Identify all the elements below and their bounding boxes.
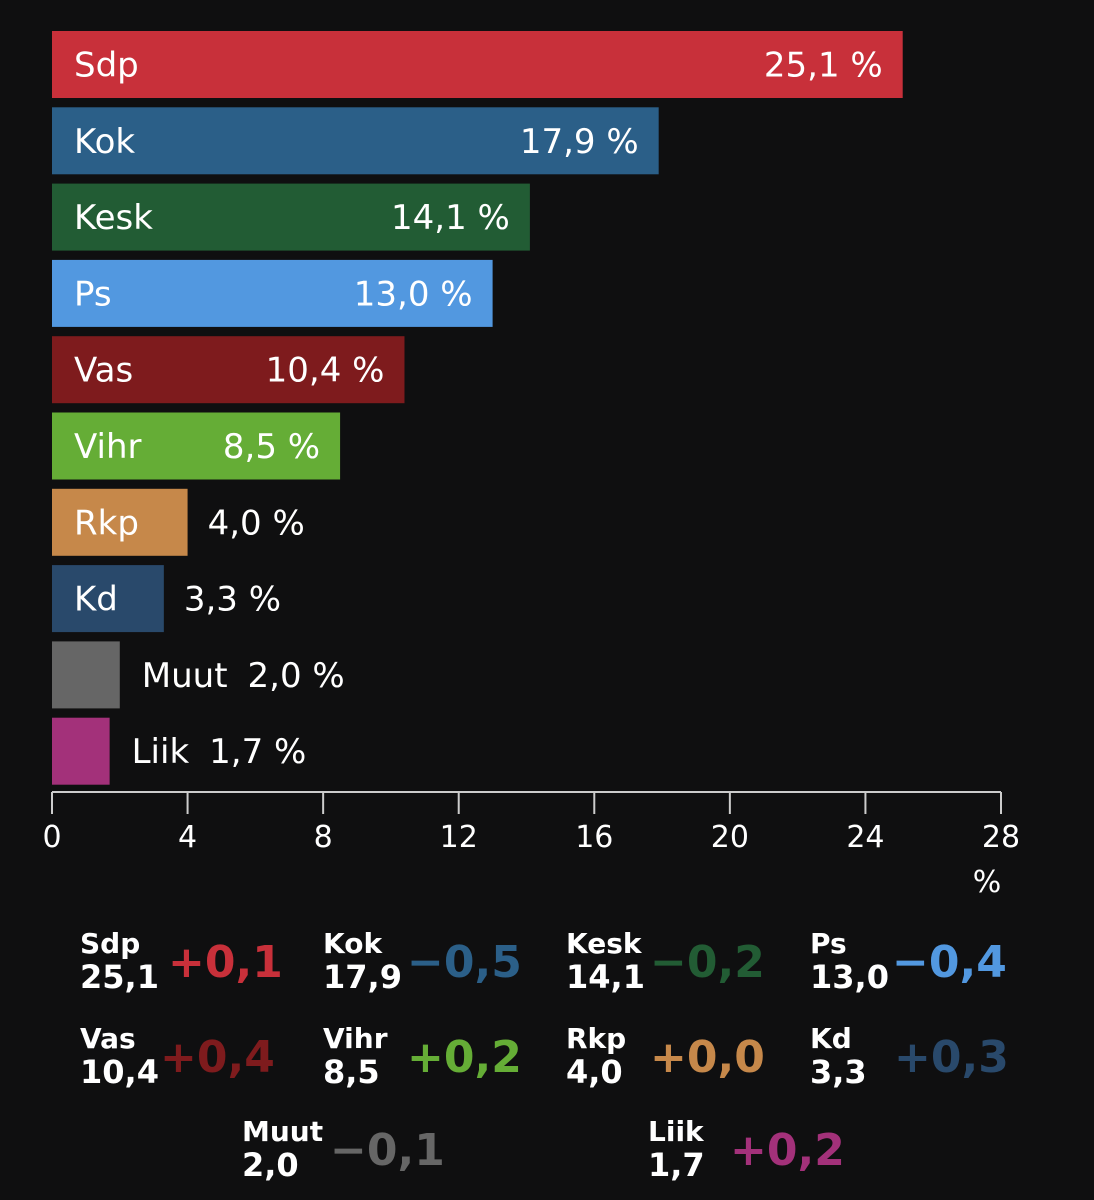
- legend-party-change: +0,4: [160, 1032, 275, 1083]
- x-tick-label: 8: [314, 820, 333, 855]
- legend-item-sdp: Sdp 25,1 +0,1: [80, 927, 283, 996]
- bar-value-label: 10,4 %: [266, 351, 385, 391]
- bar-name-label: Liik: [132, 732, 190, 772]
- legend-party-value: 14,1: [566, 958, 645, 996]
- legend-party-change: +0,0: [650, 1032, 765, 1083]
- legend-party-name: Kesk: [566, 927, 642, 960]
- legend-party-value: 8,5: [323, 1053, 380, 1091]
- bar-value-label: 4,0 %: [208, 503, 305, 543]
- x-tick-label: 0: [42, 820, 61, 855]
- bar-sdp: [52, 31, 903, 98]
- legend-party-value: 4,0: [566, 1053, 623, 1091]
- bar-name-label: Vas: [74, 351, 133, 391]
- bar-name-label: Vihr: [74, 427, 142, 467]
- legend-party-name: Sdp: [80, 927, 141, 960]
- legend-party-value: 25,1: [80, 958, 159, 996]
- x-axis-unit: %: [973, 865, 1002, 900]
- bar-value-label: 14,1 %: [391, 198, 510, 238]
- bar-value-label: 25,1 %: [764, 46, 883, 86]
- x-axis: 0 4 8 12 16 20 24 28%: [42, 791, 1020, 900]
- bar-value-label: 1,7 %: [209, 732, 306, 772]
- bar-name-label: Kd: [74, 580, 118, 620]
- bar-name-label: Kok: [74, 122, 135, 162]
- legend-party-value: 10,4: [80, 1053, 159, 1091]
- bar-value-label: 17,9 %: [520, 122, 639, 162]
- legend-party-name: Vihr: [323, 1022, 388, 1055]
- bar-liik: [52, 717, 110, 785]
- bar-ps: [52, 259, 493, 327]
- legend-party-value: 13,0: [810, 958, 889, 996]
- bar-name-label: Rkp: [74, 503, 139, 543]
- legend-party-value: 3,3: [810, 1053, 867, 1091]
- bar-name-label: Ps: [74, 274, 112, 314]
- legend-party-name: Rkp: [566, 1022, 627, 1055]
- legend-item-muut: Muut 2,0 −0,1: [242, 1115, 445, 1184]
- legend-party-name: Kok: [323, 927, 383, 960]
- legend-party-change: −0,5: [407, 937, 522, 988]
- bar-name-label: Sdp: [74, 46, 139, 86]
- bar-kesk: [52, 183, 530, 251]
- legend-party-change: −0,2: [650, 937, 765, 988]
- legend-party-change: +0,2: [730, 1125, 845, 1176]
- legend-item-liik: Liik 1,7 +0,2: [648, 1115, 845, 1184]
- bar-name-label: Muut: [142, 656, 228, 696]
- legend-party-change: +0,1: [168, 937, 283, 988]
- bar-name-label: Kesk: [74, 198, 153, 238]
- bar-value-label: 13,0 %: [354, 274, 473, 314]
- legend-party-change: −0,4: [892, 937, 1007, 988]
- legend-item-vas: Vas 10,4 +0,4: [80, 1022, 275, 1091]
- x-tick-label: 24: [846, 820, 884, 855]
- legend-party-name: Muut: [242, 1115, 324, 1148]
- x-tick-label: 28: [982, 820, 1020, 855]
- bar-value-label: 8,5 %: [223, 427, 320, 467]
- bar-kd: [52, 565, 164, 633]
- legend-party-change: +0,2: [407, 1032, 522, 1083]
- bar-muut: [52, 641, 120, 709]
- bar-chart: Sdp 25,1 % Kok 17,9 % Kesk 14,1 % Ps 13,0 % Vas 1…: [42, 31, 1020, 900]
- bar-vihr: [52, 412, 341, 480]
- bar-value-label: 2,0 %: [248, 656, 345, 696]
- legend-item-rkp: Rkp 4,0 +0,0: [566, 1022, 765, 1091]
- x-tick-label: 20: [711, 820, 749, 855]
- legend-item-kd: Kd 3,3 +0,3: [810, 1022, 1009, 1091]
- legend-party-name: Kd: [810, 1022, 852, 1055]
- x-tick-label: 12: [440, 820, 478, 855]
- legend-party-value: 17,9: [323, 958, 402, 996]
- legend-party-change: −0,1: [330, 1125, 445, 1176]
- bars-group: Sdp 25,1 % Kok 17,9 % Kesk 14,1 % Ps 13,0 % Vas 1…: [52, 31, 903, 785]
- bar-vas: [52, 336, 405, 404]
- legend-item-kok: Kok 17,9 −0,5: [323, 927, 522, 996]
- bar-value-label: 3,3 %: [184, 580, 281, 620]
- legend-party-name: Ps: [810, 927, 847, 960]
- x-tick-label: 16: [575, 820, 613, 855]
- bar-kok: [52, 107, 659, 175]
- legend-party-name: Liik: [648, 1115, 704, 1148]
- legend-party-change: +0,3: [894, 1032, 1009, 1083]
- legend-party-value: 2,0: [242, 1146, 299, 1184]
- legend-item-kesk: Kesk 14,1 −0,2: [566, 927, 765, 996]
- legend-item-ps: Ps 13,0 −0,4: [810, 927, 1007, 996]
- legend-party-value: 1,7: [648, 1146, 705, 1184]
- legend-party-name: Vas: [80, 1022, 136, 1055]
- x-tick-label: 4: [178, 820, 197, 855]
- legend-item-vihr: Vihr 8,5 +0,2: [323, 1022, 522, 1091]
- bar-rkp: [52, 488, 188, 556]
